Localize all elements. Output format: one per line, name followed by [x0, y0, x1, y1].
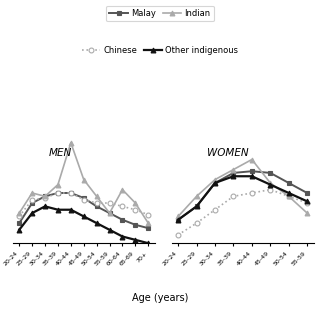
Text: Age (years): Age (years) — [132, 293, 188, 303]
Legend: Chinese, Other indigenous: Chinese, Other indigenous — [78, 43, 242, 58]
Legend: Malay, Indian: Malay, Indian — [106, 6, 214, 21]
Text: WOMEN: WOMEN — [207, 148, 249, 158]
Text: MEN: MEN — [48, 148, 72, 158]
